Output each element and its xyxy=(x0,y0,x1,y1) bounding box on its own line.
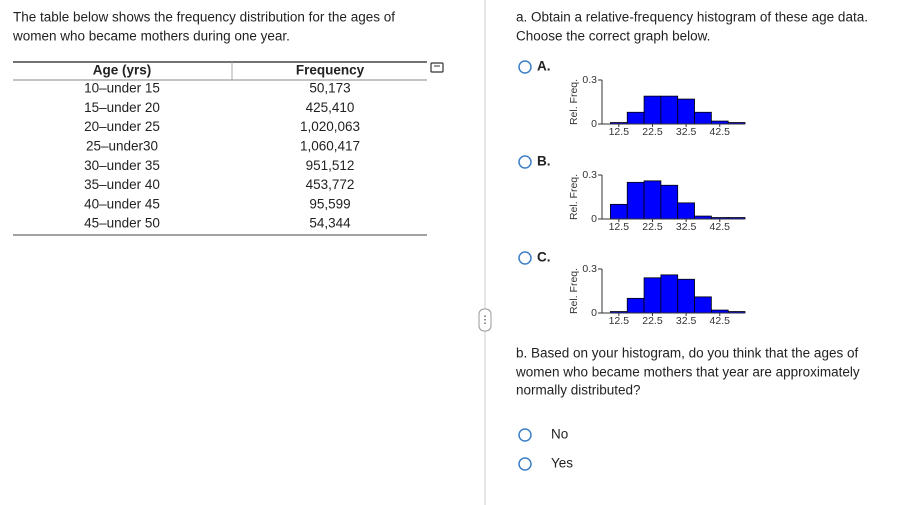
y-tick-label: 0 xyxy=(591,213,597,225)
age-cell: 35–under 40 xyxy=(84,177,160,192)
y-tick-label: 0.3 xyxy=(582,74,597,86)
age-cell: 30–under 35 xyxy=(84,158,160,173)
bar xyxy=(626,111,645,125)
intro-line: women who became mothers during one year… xyxy=(12,29,290,44)
x-tick-label: 42.5 xyxy=(710,126,731,138)
x-tick-label: 32.5 xyxy=(676,315,697,327)
prompt-b: normally distributed? xyxy=(516,383,641,398)
bar xyxy=(660,274,679,314)
y-tick-label: 0.3 xyxy=(582,169,597,181)
frequency-cell: 453,772 xyxy=(306,177,355,192)
option-label[interactable]: C. xyxy=(537,250,551,265)
frequency-cell: 425,410 xyxy=(306,100,355,115)
prompt-a: Choose the correct graph below. xyxy=(516,29,710,44)
frequency-cell: 95,599 xyxy=(309,196,350,211)
radio[interactable] xyxy=(518,60,532,74)
answer-option[interactable]: No xyxy=(551,427,568,442)
x-tick-label: 22.5 xyxy=(642,221,663,233)
bar xyxy=(677,278,695,314)
age-cell: 20–under 25 xyxy=(84,119,160,134)
x-tick-label: 42.5 xyxy=(710,221,731,233)
divider-handle[interactable] xyxy=(478,308,492,332)
age-cell: 25–under30 xyxy=(86,138,158,153)
bar xyxy=(626,181,645,220)
bar xyxy=(660,95,679,125)
x-tick-label: 12.5 xyxy=(609,315,630,327)
y-axis-label: Rel. Freq. xyxy=(568,79,580,125)
x-tick-label: 22.5 xyxy=(642,315,663,327)
bar xyxy=(677,98,695,125)
bar xyxy=(694,111,712,125)
age-cell: 10–under 15 xyxy=(84,81,160,96)
bar xyxy=(643,277,662,314)
table-header: Frequency xyxy=(296,63,365,78)
y-tick-label: 0 xyxy=(591,118,597,130)
option-label[interactable]: A. xyxy=(537,59,551,74)
icon-box[interactable] xyxy=(430,62,444,73)
y-axis-label: Rel. Freq. xyxy=(568,268,580,314)
x-tick-label: 42.5 xyxy=(710,315,731,327)
radio[interactable] xyxy=(518,251,532,265)
answer-option[interactable]: Yes xyxy=(551,456,573,471)
y-tick-label: 0 xyxy=(591,307,597,319)
radio[interactable] xyxy=(518,428,532,442)
x-tick-label: 12.5 xyxy=(609,126,630,138)
bar xyxy=(626,297,645,314)
radio[interactable] xyxy=(518,155,532,169)
prompt-b: b. Based on your histogram, do you think… xyxy=(516,346,858,361)
radio[interactable] xyxy=(518,457,532,471)
frequency-cell: 951,512 xyxy=(306,158,355,173)
y-tick-label: 0.3 xyxy=(582,263,597,275)
bar xyxy=(677,202,695,220)
frequency-cell: 1,060,417 xyxy=(300,138,360,153)
x-tick-label: 12.5 xyxy=(609,221,630,233)
bar xyxy=(643,95,662,125)
handle-dots[interactable]: ⋮ xyxy=(480,314,491,326)
intro-line: The table below shows the frequency dist… xyxy=(13,10,395,25)
bar xyxy=(694,296,712,314)
frequency-cell: 54,344 xyxy=(309,216,351,231)
x-tick-label: 32.5 xyxy=(676,221,697,233)
bar xyxy=(610,203,628,220)
prompt-a: a. Obtain a relative-frequency histogram… xyxy=(516,10,868,25)
age-cell: 40–under 45 xyxy=(84,196,160,211)
copy-icon[interactable] xyxy=(430,62,444,73)
x-tick-label: 32.5 xyxy=(676,126,697,138)
table-header: Age (yrs) xyxy=(93,63,152,78)
age-cell: 15–under 20 xyxy=(84,100,160,115)
bar xyxy=(643,180,662,220)
y-axis-label: Rel. Freq. xyxy=(568,174,580,220)
option-label[interactable]: B. xyxy=(537,154,551,169)
prompt-b: women who became mothers that year are a… xyxy=(515,365,860,380)
bar xyxy=(660,184,679,220)
frequency-cell: 1,020,063 xyxy=(300,119,360,134)
x-tick-label: 22.5 xyxy=(642,126,663,138)
frequency-cell: 50,173 xyxy=(309,81,350,96)
age-cell: 45–under 50 xyxy=(84,216,160,231)
